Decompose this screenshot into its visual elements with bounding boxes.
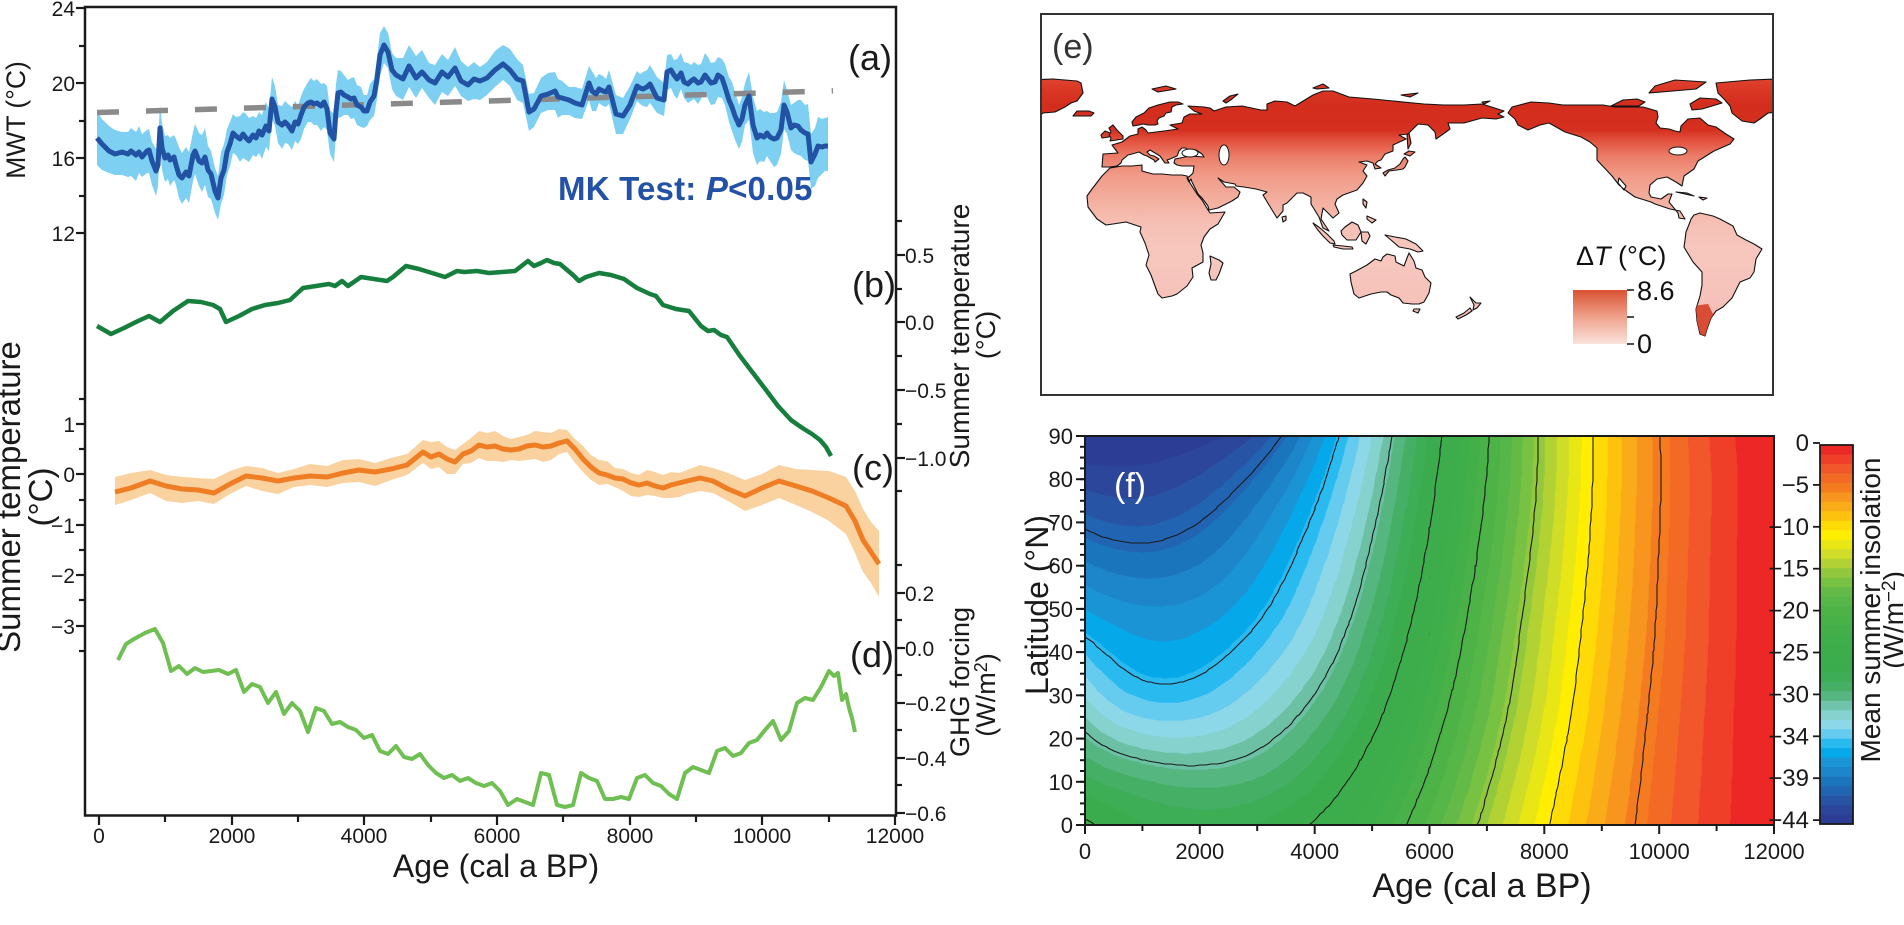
svg-text:8000: 8000 [607,825,654,848]
svg-text:0.0: 0.0 [905,638,934,661]
svg-text:50: 50 [1049,597,1073,622]
svg-text:MK Test: P<0.05: MK Test: P<0.05 [558,170,813,207]
svg-text:−3: −3 [51,616,75,639]
svg-text:−1: −1 [51,515,75,538]
svg-text:0.2: 0.2 [905,583,934,606]
svg-text:−0.6: −0.6 [905,803,946,826]
svg-text:0: 0 [1061,813,1073,838]
svg-text:Latitude (°N): Latitude (°N) [1019,515,1055,695]
svg-text:30: 30 [1049,683,1073,708]
svg-text:2000: 2000 [1175,839,1224,864]
svg-text:2000: 2000 [209,825,256,848]
svg-text:10: 10 [1049,770,1073,795]
svg-text:Age (cal a BP): Age (cal a BP) [1372,867,1591,905]
svg-text:60: 60 [1049,554,1073,579]
svg-text:Age (cal a BP): Age (cal a BP) [393,848,599,884]
svg-text:16: 16 [52,148,75,171]
svg-text:Summer temperature: Summer temperature [0,341,27,653]
svg-text:(a): (a) [848,37,892,78]
svg-text:−0.5: −0.5 [905,380,946,403]
svg-text:0.0: 0.0 [905,312,934,335]
svg-text:6000: 6000 [474,825,521,848]
svg-text:0: 0 [1637,329,1652,359]
svg-text:(b): (b) [852,264,896,305]
svg-text:24: 24 [52,0,76,21]
svg-text:−2: −2 [51,565,75,588]
svg-text:70: 70 [1049,510,1073,535]
svg-text:4000: 4000 [341,825,388,848]
svg-text:20: 20 [1049,727,1073,752]
svg-text:8000: 8000 [1520,839,1569,864]
svg-text:(c): (c) [852,447,894,488]
svg-text:6000: 6000 [1405,839,1454,864]
svg-text:40: 40 [1049,640,1073,665]
svg-text:10000: 10000 [1629,839,1690,864]
svg-text:10000: 10000 [733,825,791,848]
svg-text:(d): (d) [850,634,894,675]
svg-text:(°C): (°C) [971,311,1001,359]
svg-text:0: 0 [63,464,75,487]
svg-text:12000: 12000 [866,825,924,848]
svg-text:−0.2: −0.2 [905,693,946,716]
svg-text:20: 20 [52,73,75,96]
svg-text:0: 0 [1079,839,1091,864]
svg-text:12: 12 [52,223,75,246]
svg-text:80: 80 [1049,467,1073,492]
svg-text:12000: 12000 [1743,839,1804,864]
svg-text:8.6: 8.6 [1637,276,1675,306]
svg-text:0.5: 0.5 [905,245,934,268]
svg-text:1: 1 [63,414,75,437]
svg-text:−0.4: −0.4 [905,748,947,771]
svg-text:−1.0: −1.0 [905,448,946,471]
svg-text:(e): (e) [1052,28,1094,66]
svg-text:GHG forcing: GHG forcing [945,607,975,757]
svg-text:ΔT (°C): ΔT (°C) [1576,241,1666,271]
svg-text:90: 90 [1049,424,1073,449]
svg-text:0: 0 [93,825,105,848]
svg-text:MWT (°C): MWT (°C) [1,61,31,179]
svg-text:4000: 4000 [1290,839,1339,864]
svg-text:Summer temperature: Summer temperature [944,204,975,469]
svg-text:(f): (f) [1114,467,1146,505]
svg-text:(°C): (°C) [22,467,59,526]
